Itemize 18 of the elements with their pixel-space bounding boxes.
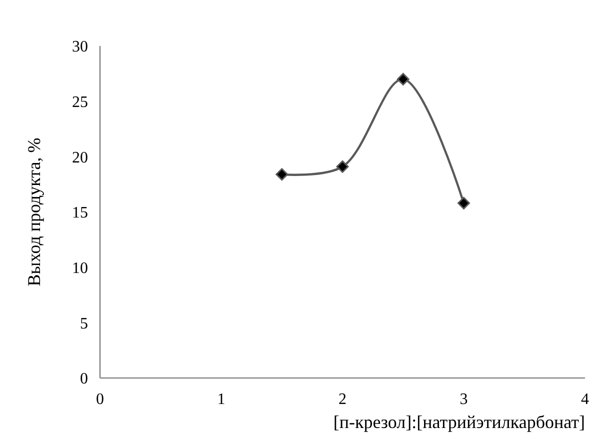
- y-tick-label: 0: [80, 370, 88, 388]
- x-axis-title: [п-крезол]:[натрийэтилкарбонат]: [333, 412, 585, 432]
- x-tick-label: 4: [581, 391, 589, 408]
- y-tick-label: 10: [72, 260, 88, 277]
- point: [458, 196, 470, 210]
- x-tick-label: 0: [96, 391, 104, 408]
- x-tick-label: 2: [338, 391, 346, 408]
- y-tick-label: 20: [72, 149, 88, 166]
- y-tick-label: 5: [80, 315, 88, 332]
- y-tick-label: 25: [72, 94, 88, 111]
- point: [396, 72, 410, 86]
- y-tick-label: 15: [72, 204, 88, 222]
- y-axis-title: Выход продукта, %: [24, 138, 44, 286]
- point: [276, 168, 288, 181]
- point: [336, 160, 349, 173]
- y-tick-label: 30: [72, 38, 88, 56]
- x-tick-label: 3: [460, 391, 468, 408]
- x-tick-label: 1: [217, 391, 226, 408]
